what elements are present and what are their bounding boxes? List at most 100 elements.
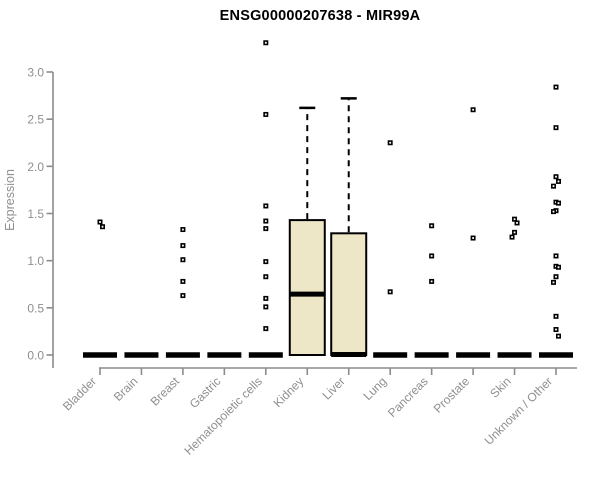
outlier-square-center	[264, 227, 267, 230]
outlier-point	[550, 279, 556, 285]
x-tick-label: Pancreas	[385, 374, 431, 420]
outlier-point	[512, 216, 518, 222]
outlier-point	[555, 264, 561, 270]
outlier-square-center	[555, 86, 557, 88]
outlier-square-center	[557, 180, 560, 183]
outlier-point	[387, 140, 393, 146]
outlier-square-center	[264, 220, 267, 222]
outlier-point	[514, 220, 520, 226]
category-breast	[165, 227, 200, 358]
outlier-point	[263, 326, 269, 332]
category-prostate	[456, 107, 491, 358]
outlier-square-center	[389, 141, 392, 144]
outlier-square-center	[389, 290, 392, 293]
outlier-square-center	[555, 126, 557, 129]
outlier-square-center	[472, 108, 474, 111]
outlier-point	[263, 226, 269, 232]
outlier-point	[97, 219, 103, 225]
y-tick-label: 2.5	[27, 113, 44, 127]
outlier-point	[180, 293, 186, 299]
outlier-square-center	[264, 297, 267, 300]
outlier-square-center	[430, 224, 433, 227]
outlier-square-center	[555, 275, 557, 278]
outlier-point	[263, 295, 269, 301]
outlier-point	[263, 304, 269, 310]
outlier-point	[553, 313, 559, 319]
outlier-square-center	[264, 41, 267, 44]
outlier-square-center	[557, 202, 560, 205]
outlier-square-center	[552, 185, 555, 188]
outlier-square-center	[557, 335, 560, 338]
y-tick-label: 3.0	[27, 66, 44, 80]
outlier-point	[387, 289, 393, 295]
outlier-square-center	[182, 258, 184, 261]
outlier-square-center	[182, 228, 184, 231]
outlier-point	[263, 40, 269, 46]
outlier-point	[180, 257, 186, 263]
outlier-point	[553, 174, 559, 180]
outlier-point	[263, 111, 269, 117]
category-unknown-other	[538, 84, 573, 358]
x-tick-label: Bladder	[60, 374, 99, 413]
outlier-square-center	[552, 281, 555, 284]
outlier-square-center	[182, 244, 184, 247]
outlier-point	[263, 203, 269, 209]
outlier-point	[555, 200, 561, 206]
y-axis-label: Expression	[3, 169, 17, 231]
category-pancreas	[414, 223, 449, 358]
outlier-square-center	[182, 280, 184, 283]
outlier-square-center	[264, 113, 267, 116]
outlier-square-center	[557, 266, 560, 269]
category-bladder	[83, 219, 117, 358]
outlier-point	[180, 243, 186, 249]
outlier-point	[553, 84, 559, 90]
outlier-square-center	[511, 236, 513, 238]
box-rect	[288, 219, 326, 356]
outlier-square-center	[264, 305, 267, 308]
outlier-square-center	[99, 221, 101, 223]
outlier-point	[550, 209, 556, 215]
outlier-point	[550, 183, 556, 189]
outlier-point	[429, 253, 435, 259]
outlier-point	[263, 274, 269, 280]
y-tick-label: 0.0	[27, 349, 44, 363]
outlier-square-center	[555, 255, 557, 257]
category-kidney	[288, 106, 326, 356]
outlier-square-center	[264, 260, 267, 263]
outlier-point	[555, 333, 561, 339]
x-tick-label: Lung	[361, 374, 390, 403]
x-tick-label: Prostate	[431, 374, 473, 416]
outlier-square-center	[264, 205, 267, 207]
outlier-point	[553, 125, 559, 131]
outlier-square-center	[472, 237, 474, 239]
x-tick-label: Liver	[320, 374, 348, 402]
x-tick-label: Brain	[111, 374, 141, 404]
outlier-point	[180, 278, 186, 284]
y-tick-label: 2.0	[27, 160, 44, 174]
outlier-point	[100, 224, 105, 230]
x-tick-label: Gastric	[187, 374, 224, 411]
category-lung	[373, 140, 408, 358]
chart-title: ENSG00000207638 - MIR99A	[219, 8, 421, 24]
x-tick-label: Skin	[487, 374, 513, 400]
outlier-square-center	[516, 222, 518, 224]
outlier-square-center	[101, 225, 104, 228]
category-skin	[497, 216, 532, 358]
outlier-point	[470, 235, 476, 241]
outlier-square-center	[264, 275, 267, 278]
outlier-square-center	[430, 255, 433, 257]
x-tick-label: Hematopoietic cells	[181, 374, 264, 457]
outlier-square-center	[182, 294, 184, 297]
outlier-point	[553, 327, 559, 333]
outlier-point	[263, 259, 269, 265]
x-tick-label: Breast	[148, 374, 183, 409]
outlier-point	[553, 274, 559, 280]
outlier-square-center	[430, 280, 433, 283]
outlier-point	[512, 229, 518, 235]
y-tick-label: 1.5	[27, 207, 44, 221]
outlier-point	[470, 107, 476, 113]
y-tick-label: 1.0	[27, 254, 44, 268]
outlier-square-center	[555, 315, 557, 318]
